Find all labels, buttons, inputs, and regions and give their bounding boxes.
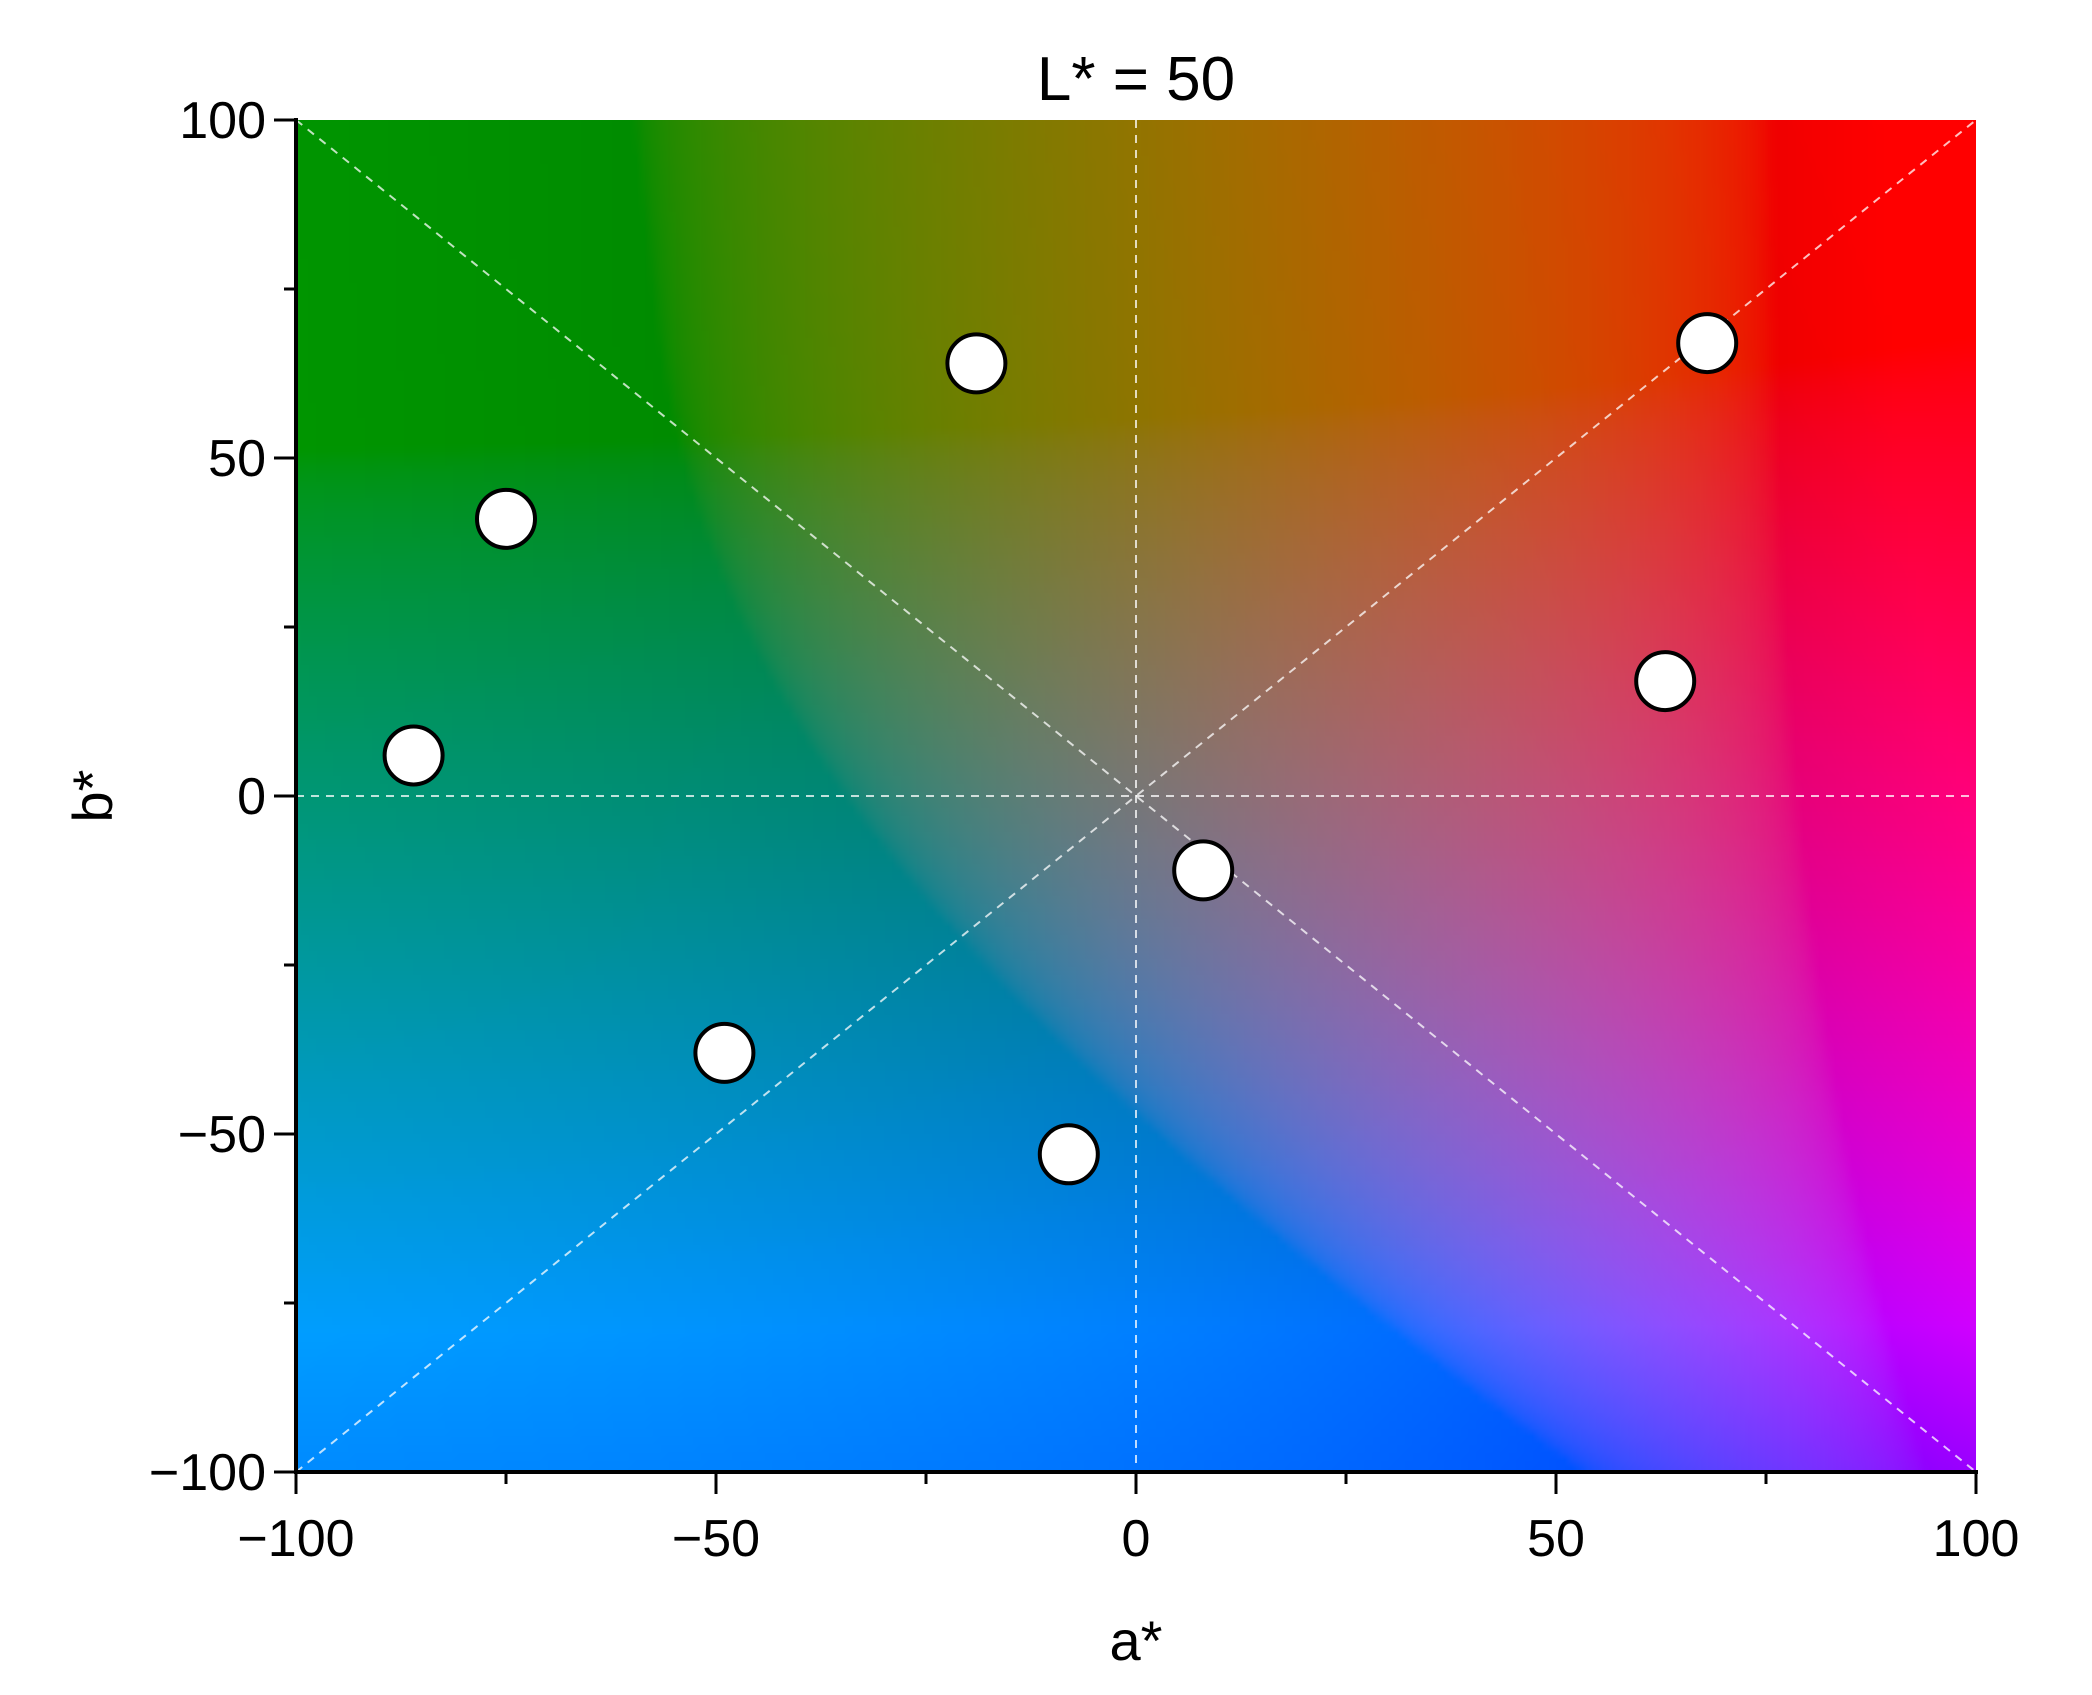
y-tick-label: −100 <box>149 1444 266 1502</box>
data-point <box>1037 1123 1100 1186</box>
data-point <box>1634 650 1697 713</box>
y-tick-label: 0 <box>237 768 266 826</box>
x-tick-labels: −100 −50 0 50 100 <box>237 1510 2019 1568</box>
x-tick-label: 0 <box>1122 1510 1151 1568</box>
chart-title: L* = 50 <box>1037 45 1235 114</box>
y-axis-title: b* <box>61 770 124 823</box>
x-tick-label: 100 <box>1933 1510 2020 1568</box>
x-tick-label: −50 <box>672 1510 760 1568</box>
data-point <box>693 1021 756 1084</box>
data-point <box>945 332 1008 395</box>
axes <box>274 118 1978 1494</box>
y-tick-label: 50 <box>208 430 266 488</box>
data-point <box>1172 839 1235 902</box>
data-point <box>382 724 445 787</box>
data-point <box>475 487 537 550</box>
y-tick-label: 100 <box>179 92 266 150</box>
y-tick-label: −50 <box>178 1106 266 1164</box>
data-point <box>1676 312 1739 375</box>
x-tick-label: 50 <box>1527 1510 1585 1568</box>
y-tick-labels: −100 −50 0 50 100 <box>149 92 266 1502</box>
x-axis-title: a* <box>1110 1609 1163 1672</box>
data-points <box>382 312 1739 1186</box>
reference-lines <box>296 120 1976 1472</box>
x-tick-label: −100 <box>237 1510 354 1568</box>
